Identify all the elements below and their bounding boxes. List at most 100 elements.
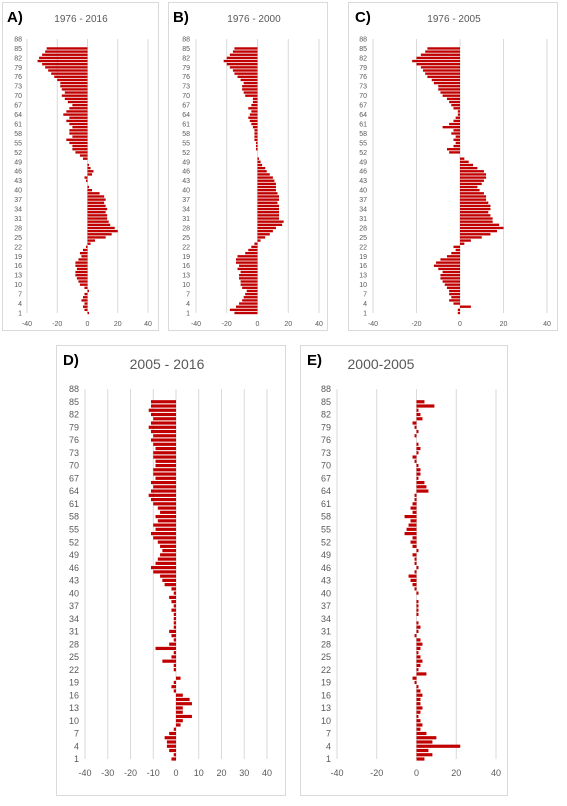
- bar: [453, 302, 460, 305]
- bar: [153, 523, 176, 527]
- y-tick-label: 61: [14, 121, 22, 128]
- bar: [414, 680, 417, 685]
- bar: [460, 305, 471, 308]
- bar: [235, 261, 258, 264]
- bar: [155, 527, 176, 531]
- chart-title: 1976 - 2016: [54, 14, 108, 25]
- bar: [446, 255, 460, 258]
- bar: [72, 144, 88, 148]
- y-tick-label: 7: [326, 729, 331, 739]
- bar: [223, 59, 258, 63]
- bar: [251, 245, 258, 249]
- y-tick-label: 16: [321, 690, 331, 700]
- y-tick-label: 43: [359, 178, 367, 185]
- y-tick-label: 28: [321, 639, 331, 649]
- bar: [257, 226, 276, 230]
- x-tick-label: 10: [194, 768, 204, 778]
- bar: [82, 296, 88, 299]
- bar: [87, 170, 94, 173]
- bar: [75, 151, 88, 154]
- y-tick-label: 10: [14, 282, 22, 289]
- bar: [446, 148, 460, 151]
- bar: [173, 617, 176, 621]
- bar: [446, 97, 460, 101]
- y-tick-label: 28: [69, 639, 79, 649]
- bar: [449, 289, 460, 293]
- bar: [416, 408, 419, 412]
- y-tick-label: 19: [69, 678, 79, 688]
- bar: [87, 289, 90, 293]
- y-tick-label: 61: [69, 499, 79, 509]
- bar: [226, 63, 258, 66]
- bar: [416, 400, 425, 404]
- bar: [157, 506, 176, 510]
- chart-panel-d: 2005 - 2016 -40 -30 -20 -10 0 10 20 30 40 1 4 7 10 13 1…: [69, 356, 272, 778]
- bar: [257, 233, 270, 236]
- bar: [457, 110, 460, 113]
- y-tick-label: 1: [74, 754, 79, 764]
- bar: [252, 126, 258, 129]
- bar: [410, 506, 417, 510]
- bar: [150, 480, 176, 485]
- y-tick-label: 13: [182, 273, 190, 280]
- bar: [255, 144, 258, 148]
- bar: [404, 514, 417, 519]
- bar: [254, 138, 258, 141]
- bar: [416, 663, 421, 668]
- y-tick-label: 73: [359, 84, 367, 91]
- y-tick-label: 34: [359, 207, 367, 214]
- bar: [239, 274, 258, 277]
- y-tick-label: 37: [182, 197, 190, 204]
- y-tick-label: 7: [186, 292, 190, 299]
- bar: [460, 223, 500, 226]
- bar: [162, 659, 176, 663]
- y-tick-label: 73: [69, 448, 79, 458]
- y-tick-label: 1: [186, 310, 190, 317]
- y-tick-label: 70: [182, 93, 190, 100]
- bar: [240, 78, 258, 82]
- y-tick-label: 43: [14, 178, 22, 185]
- bar: [257, 207, 280, 211]
- bar: [75, 264, 88, 267]
- bar: [416, 591, 419, 595]
- bar: [61, 94, 88, 97]
- y-tick-label: 79: [14, 65, 22, 72]
- y-tick-label: 79: [182, 65, 190, 72]
- bar: [460, 163, 474, 167]
- bar: [416, 446, 421, 451]
- bar: [87, 214, 108, 217]
- y-tick-label: 76: [182, 74, 190, 81]
- bar: [416, 412, 421, 417]
- bar: [412, 544, 417, 548]
- bar: [87, 204, 106, 208]
- bar: [150, 566, 176, 570]
- y-tick-label: 70: [69, 461, 79, 471]
- bar: [226, 56, 258, 60]
- bar: [416, 629, 419, 634]
- bar: [243, 91, 258, 94]
- bar: [173, 668, 176, 672]
- bar: [173, 612, 176, 616]
- bar: [412, 676, 417, 680]
- x-tick-label: 0: [414, 768, 419, 778]
- bar: [160, 510, 176, 514]
- x-tick-label: 40: [315, 321, 323, 328]
- x-tick-label: 40: [491, 768, 501, 778]
- bar: [169, 642, 176, 646]
- bar: [176, 676, 181, 680]
- bar: [416, 689, 421, 693]
- bar: [416, 706, 423, 710]
- bar: [87, 217, 108, 220]
- x-tick-label: 20: [114, 321, 122, 328]
- bar: [45, 66, 88, 69]
- bar: [155, 446, 176, 451]
- bar: [171, 634, 176, 638]
- bar: [414, 557, 417, 561]
- y-tick-label: 67: [321, 473, 331, 483]
- bar: [150, 489, 176, 493]
- bar: [416, 710, 421, 714]
- bar: [416, 668, 419, 672]
- bar: [442, 270, 460, 274]
- y-tick-label: 88: [182, 36, 190, 43]
- y-tick-label: 13: [359, 273, 367, 280]
